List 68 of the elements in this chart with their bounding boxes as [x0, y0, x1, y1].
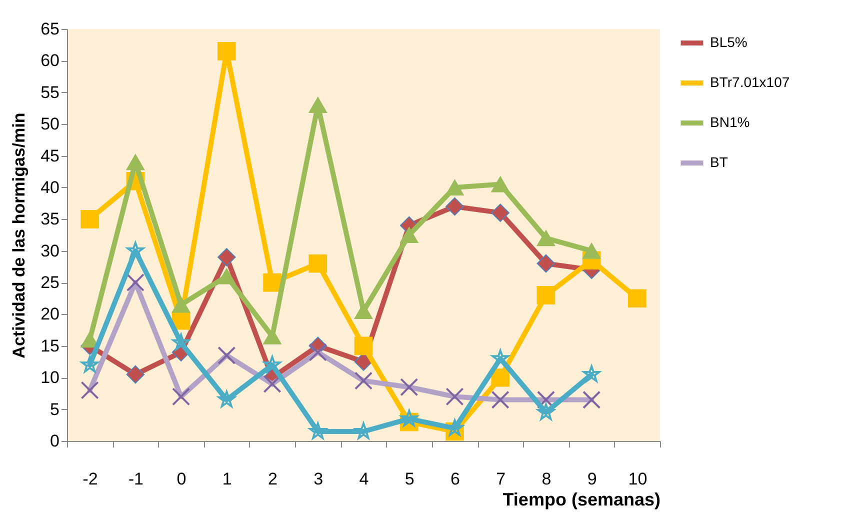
- y-tick-label: 0: [50, 432, 60, 450]
- point: [492, 350, 510, 366]
- x-tick-label: 4: [359, 470, 369, 488]
- point: [536, 230, 556, 246]
- legend-label: BTr7.01x107: [710, 74, 790, 90]
- y-tick-label: 45: [40, 146, 60, 166]
- point: [126, 365, 145, 384]
- y-tick-label: 10: [40, 368, 60, 388]
- point: [491, 368, 510, 387]
- point: [309, 422, 327, 440]
- x-tick-label: -2: [82, 470, 98, 488]
- point: [80, 210, 99, 228]
- point: [536, 254, 556, 273]
- point: [264, 356, 281, 372]
- x-tick-label: 8: [542, 470, 552, 488]
- y-tick-label: 25: [40, 273, 60, 292]
- x-tick-label: 6: [450, 470, 460, 488]
- point: [491, 176, 510, 192]
- legend-label: BL5%: [710, 34, 748, 50]
- y-tick-label: 30: [40, 241, 60, 260]
- x-tick-label: 7: [496, 470, 506, 488]
- x-axis-title: Tiempo (semanas): [502, 490, 660, 510]
- x-tick-label: 5: [404, 470, 414, 488]
- point: [354, 336, 373, 356]
- x-tick-label: 3: [314, 470, 324, 488]
- point: [537, 403, 555, 420]
- point: [446, 197, 464, 216]
- y-tick-label: 60: [40, 51, 60, 70]
- point: [491, 204, 510, 222]
- y-tick-label: 35: [40, 210, 60, 229]
- point: [628, 289, 646, 308]
- point: [400, 227, 418, 243]
- legend-label: BN1%: [710, 114, 750, 130]
- x-tick-label: -1: [128, 470, 144, 488]
- y-axis-title: Actividad de las hormigas/min: [10, 112, 29, 358]
- point: [582, 365, 600, 382]
- point: [263, 273, 282, 292]
- y-tick-label: 15: [40, 336, 60, 356]
- point: [81, 356, 98, 372]
- y-tick-label: 65: [40, 20, 60, 38]
- x-tick-label: 0: [176, 470, 186, 488]
- point: [217, 42, 236, 60]
- point: [536, 286, 556, 304]
- point: [172, 296, 190, 313]
- point: [446, 179, 464, 196]
- point: [263, 328, 282, 344]
- y-tick-label: 50: [40, 114, 60, 134]
- point: [446, 419, 464, 436]
- y-tick-label: 20: [40, 304, 60, 324]
- y-tick-label: 5: [50, 400, 60, 419]
- point: [126, 242, 144, 258]
- point: [217, 248, 236, 266]
- point: [400, 410, 418, 426]
- point: [308, 254, 328, 273]
- legend-label: BT: [710, 154, 728, 170]
- point: [126, 154, 145, 170]
- point: [218, 390, 236, 408]
- y-tick-label: 40: [40, 178, 60, 197]
- point: [582, 242, 601, 259]
- point: [354, 303, 373, 320]
- point: [308, 97, 328, 114]
- point: [217, 268, 236, 284]
- point: [172, 334, 190, 350]
- x-tick-label: 1: [222, 470, 232, 488]
- y-tick-label: 55: [40, 82, 60, 102]
- x-tick-label: 9: [587, 470, 597, 488]
- x-tick-label: 2: [268, 470, 278, 488]
- x-tick-label: 10: [628, 470, 648, 488]
